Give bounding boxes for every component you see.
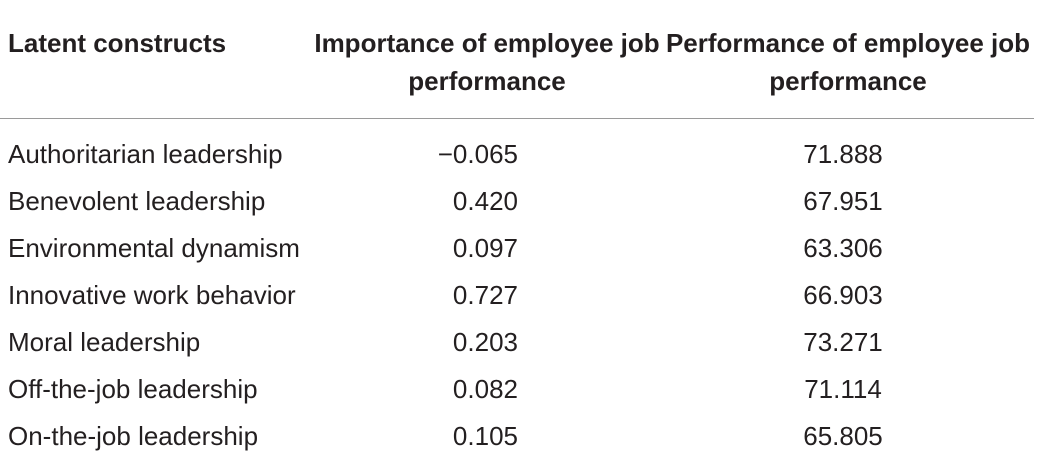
importance-cell: 0.097: [312, 225, 662, 272]
importance-cell: 0.420: [312, 178, 662, 225]
importance-cell: 0.203: [312, 319, 662, 366]
header-latent-constructs: Latent constructs: [0, 0, 312, 119]
construct-cell: Authoritarian leadership: [0, 119, 312, 179]
construct-cell: Moral leadership: [0, 319, 312, 366]
table-row: Innovative work behavior 0.727 66.903: [0, 272, 1034, 319]
importance-cell: 0.105: [312, 413, 662, 460]
table-row: On-the-job leadership 0.105 65.805: [0, 413, 1034, 460]
table-row: Environmental dynamism 0.097 63.306: [0, 225, 1034, 272]
construct-cell: Environmental dynamism: [0, 225, 312, 272]
header-row: Latent constructs Importance of employee…: [0, 0, 1034, 119]
header-performance: Performance of employee job performance: [662, 0, 1034, 119]
importance-cell: −0.065: [312, 119, 662, 179]
importance-cell: 0.727: [312, 272, 662, 319]
table-body: Authoritarian leadership −0.065 71.888 B…: [0, 119, 1034, 460]
header-importance: Importance of employee job performance: [312, 0, 662, 119]
table-row: Benevolent leadership 0.420 67.951: [0, 178, 1034, 225]
construct-cell: On-the-job leadership: [0, 413, 312, 460]
construct-cell: Innovative work behavior: [0, 272, 312, 319]
construct-cell: Off-the-job leadership: [0, 366, 312, 413]
performance-cell: 66.903: [662, 272, 1034, 319]
performance-cell: 71.114: [662, 366, 1034, 413]
table-row: Moral leadership 0.203 73.271: [0, 319, 1034, 366]
table-header: Latent constructs Importance of employee…: [0, 0, 1034, 119]
construct-cell: Benevolent leadership: [0, 178, 312, 225]
performance-cell: 71.888: [662, 119, 1034, 179]
importance-cell: 0.082: [312, 366, 662, 413]
performance-cell: 65.805: [662, 413, 1034, 460]
table-row: Off-the-job leadership 0.082 71.114: [0, 366, 1034, 413]
table-row: Authoritarian leadership −0.065 71.888: [0, 119, 1034, 179]
performance-cell: 73.271: [662, 319, 1034, 366]
performance-cell: 63.306: [662, 225, 1034, 272]
performance-cell: 67.951: [662, 178, 1034, 225]
